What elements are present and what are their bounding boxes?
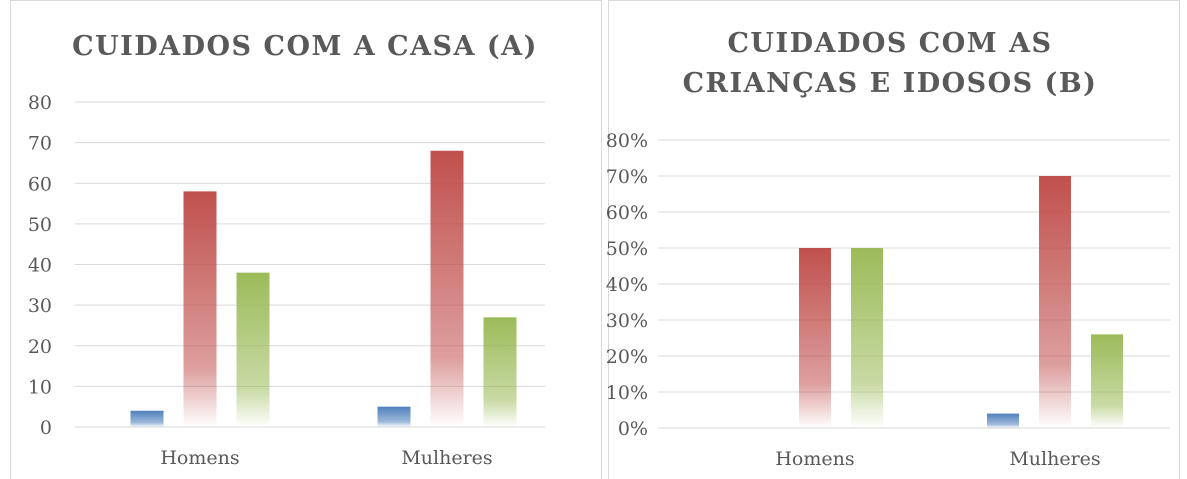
bar [483,317,517,427]
y-tick-label: 70 [28,133,52,155]
bar [1039,176,1071,428]
bar [183,191,217,427]
y-tick-label: 30 [28,295,52,317]
bar [130,410,164,427]
y-tick-label: 0% [618,418,648,440]
bar [987,413,1019,428]
y-tick-label: 60% [606,202,648,224]
y-tick-label: 40 [28,255,52,277]
y-tick-label: 40% [606,274,648,296]
panel-border [10,0,602,479]
y-tick-label: 80 [28,92,52,114]
bar [1091,334,1123,428]
chart-title: CUIDADOS COM AS [727,28,1052,59]
y-tick-label: 70% [606,166,648,188]
y-tick-label: 10% [606,382,648,404]
y-tick-label: 50% [606,238,648,260]
chart-title: CRIANÇAS E IDOSOS (B) [683,68,1098,99]
x-tick-label: Mulheres [1009,448,1100,470]
bar [430,150,464,427]
bar [236,272,270,427]
y-tick-label: 10 [28,376,52,398]
y-tick-label: 20 [28,336,52,358]
y-tick-label: 20% [606,346,648,368]
y-tick-label: 60 [28,173,52,195]
y-tick-label: 0 [40,417,52,439]
x-tick-label: Homens [775,448,854,470]
bar [799,248,831,428]
y-tick-label: 30% [606,310,648,332]
x-tick-label: Mulheres [401,447,492,469]
y-tick-label: 50 [28,214,52,236]
x-tick-label: Homens [160,447,239,469]
panel-border [608,0,1180,479]
bar [377,406,411,427]
bar [851,248,883,428]
chart-title: CUIDADOS COM A CASA (A) [72,31,538,62]
y-tick-label: 80% [606,130,648,152]
